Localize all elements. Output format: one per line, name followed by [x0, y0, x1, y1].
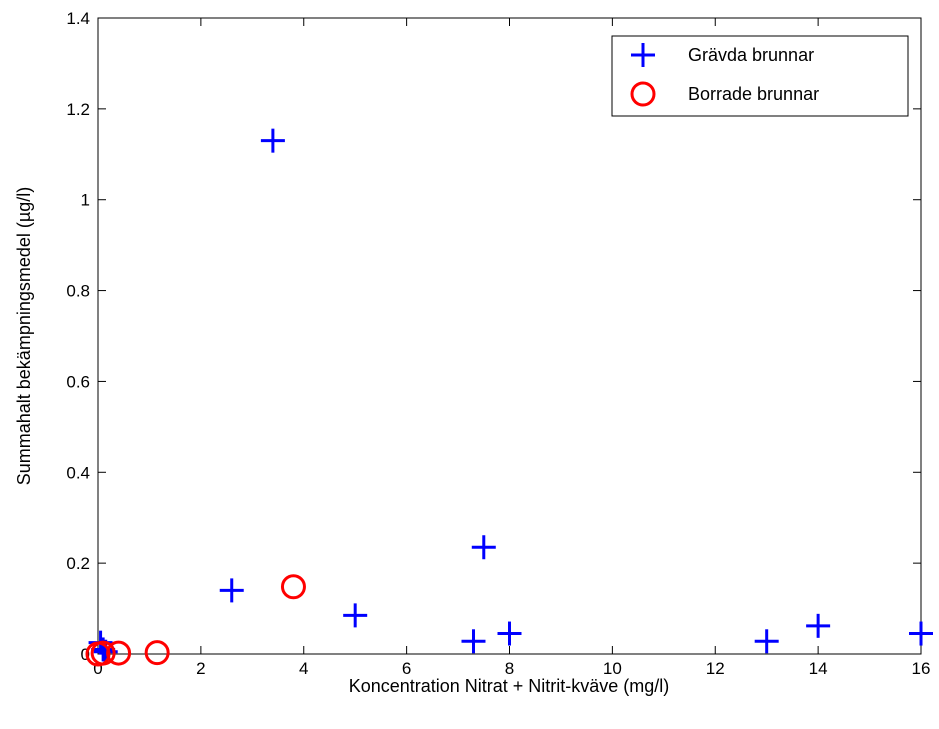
legend-marker-circle — [630, 81, 656, 107]
legend-label-gravda: Grävda brunnar — [688, 45, 814, 65]
point-borrade-brunnar — [280, 574, 306, 600]
point-borrade-brunnar — [106, 640, 132, 666]
legend-box — [611, 35, 909, 117]
y-tick-label: 1.2 — [66, 100, 90, 119]
x-tick-label: 10 — [603, 659, 622, 678]
point-gravda-brunnar — [461, 629, 486, 654]
plot-area — [97, 17, 922, 655]
y-tick-label: 0.2 — [66, 554, 90, 573]
point-borrade-brunnar — [90, 640, 116, 666]
x-tick-label: 12 — [706, 659, 725, 678]
point-gravda-brunnar — [343, 603, 368, 628]
y-tick-label: 1.4 — [66, 9, 90, 28]
y-tick-label: 0.8 — [66, 282, 90, 301]
legend-label-borrade: Borrade brunnar — [688, 84, 819, 104]
legend-marker-plus — [631, 43, 655, 67]
legend-plus-mark — [631, 43, 655, 67]
point-borrade-brunnar — [144, 640, 170, 666]
y-axis-title: Summahalt bekämpningsmedel (µg/l) — [14, 187, 34, 486]
point-gravda-brunnar — [471, 535, 496, 560]
y-tick-label: 0 — [81, 645, 90, 664]
point-gravda-brunnar — [909, 621, 933, 646]
legend: Grävda brunnar Borrade brunnar — [611, 35, 909, 117]
y-tick-label: 0.4 — [66, 463, 90, 482]
x-tick-label: 14 — [809, 659, 828, 678]
x-tick-label: 16 — [912, 659, 931, 678]
y-tick-label: 0.6 — [66, 372, 90, 391]
y-axis: 0 0.2 0.4 0.6 0.8 1 1.2 1.4 — [66, 9, 921, 664]
data-points — [85, 128, 933, 667]
point-gravda-brunnar — [219, 578, 244, 603]
x-tick-label: 6 — [402, 659, 411, 678]
x-axis: 0 2 4 6 8 10 12 14 16 — [93, 18, 930, 678]
point-gravda-brunnar — [754, 629, 779, 654]
point-gravda-brunnar — [260, 128, 285, 153]
x-tick-label: 0 — [93, 659, 102, 678]
x-axis-title: Koncentration Nitrat + Nitrit-kväve (mg/… — [349, 676, 670, 696]
x-tick-label: 2 — [196, 659, 205, 678]
legend-circle-mark — [630, 81, 656, 107]
x-tick-label: 4 — [299, 659, 308, 678]
point-gravda-brunnar — [806, 613, 831, 638]
y-tick-label: 1 — [81, 191, 90, 210]
point-gravda-brunnar — [497, 621, 522, 646]
x-tick-label: 8 — [505, 659, 514, 678]
